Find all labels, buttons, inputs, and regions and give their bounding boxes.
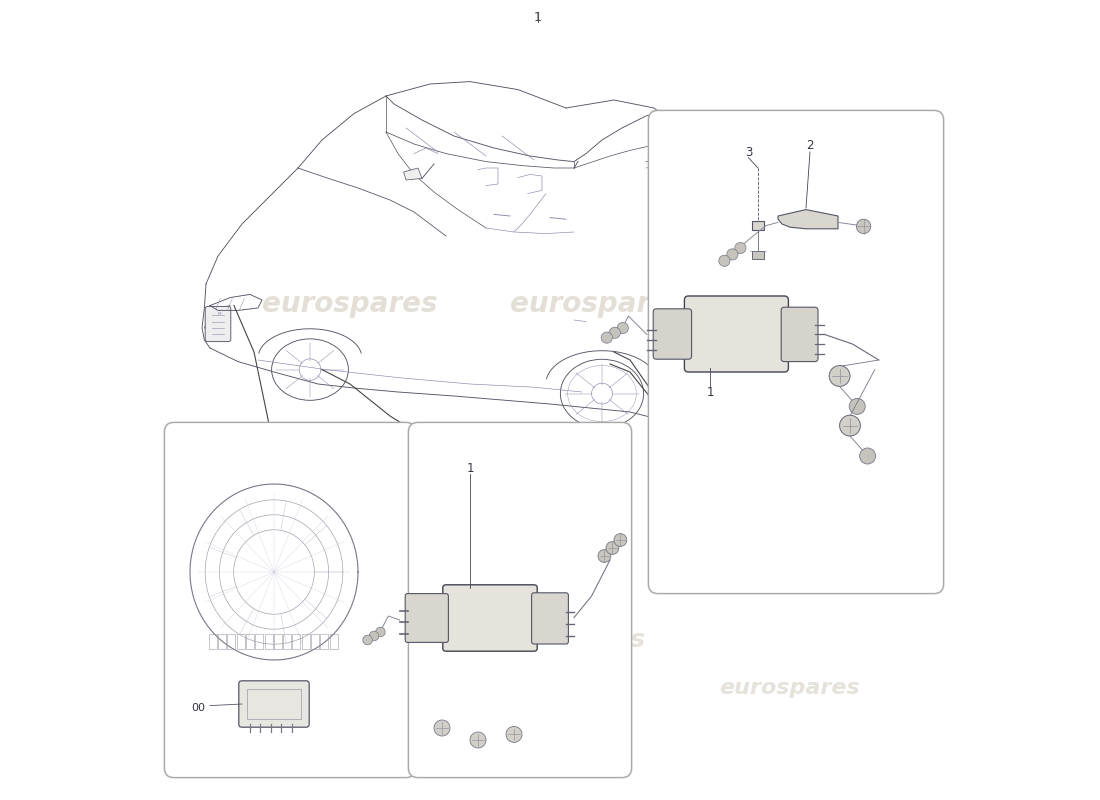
Circle shape — [609, 327, 620, 338]
Bar — [209, 634, 217, 649]
Circle shape — [602, 332, 613, 343]
Circle shape — [849, 398, 866, 414]
Text: eurospares: eurospares — [510, 290, 685, 318]
FancyBboxPatch shape — [531, 593, 569, 644]
Circle shape — [598, 550, 611, 562]
FancyBboxPatch shape — [405, 594, 449, 642]
Bar — [283, 634, 292, 649]
Bar — [246, 689, 301, 719]
Bar — [255, 634, 263, 649]
Circle shape — [829, 366, 850, 386]
Bar — [264, 634, 273, 649]
Bar — [330, 634, 338, 649]
Bar — [293, 634, 300, 649]
Circle shape — [857, 219, 871, 234]
Bar — [236, 634, 244, 649]
Bar — [320, 634, 329, 649]
Circle shape — [375, 627, 385, 637]
Text: 1: 1 — [706, 386, 714, 398]
Polygon shape — [778, 210, 838, 229]
Polygon shape — [404, 168, 422, 180]
Text: 2: 2 — [806, 139, 814, 152]
FancyBboxPatch shape — [408, 422, 631, 778]
Circle shape — [727, 249, 738, 260]
Circle shape — [735, 242, 746, 254]
Circle shape — [839, 415, 860, 436]
Bar — [246, 634, 254, 649]
FancyBboxPatch shape — [781, 307, 818, 362]
Circle shape — [506, 726, 522, 742]
Circle shape — [718, 255, 730, 266]
Circle shape — [859, 448, 876, 464]
Circle shape — [370, 631, 378, 641]
Bar — [274, 634, 282, 649]
Bar — [752, 251, 763, 259]
FancyBboxPatch shape — [206, 306, 231, 342]
Circle shape — [617, 322, 628, 334]
Bar — [301, 634, 310, 649]
FancyBboxPatch shape — [164, 422, 416, 778]
Circle shape — [434, 720, 450, 736]
Bar — [751, 221, 764, 230]
Text: 3: 3 — [745, 146, 752, 158]
Text: M: M — [218, 312, 221, 315]
Circle shape — [363, 635, 373, 645]
Text: 1: 1 — [466, 462, 474, 474]
Bar — [228, 634, 235, 649]
Text: 1: 1 — [535, 11, 542, 24]
Bar — [218, 634, 226, 649]
FancyBboxPatch shape — [653, 309, 692, 359]
Text: eurospares: eurospares — [262, 290, 438, 318]
Circle shape — [606, 542, 619, 554]
FancyBboxPatch shape — [239, 681, 309, 727]
Bar — [311, 634, 319, 649]
FancyBboxPatch shape — [684, 296, 789, 372]
Text: eurospares: eurospares — [719, 678, 860, 698]
Circle shape — [470, 732, 486, 748]
FancyBboxPatch shape — [648, 110, 944, 594]
Circle shape — [614, 534, 627, 546]
Text: 00: 00 — [191, 703, 205, 713]
Text: eurospares: eurospares — [487, 628, 645, 652]
FancyBboxPatch shape — [443, 585, 537, 651]
